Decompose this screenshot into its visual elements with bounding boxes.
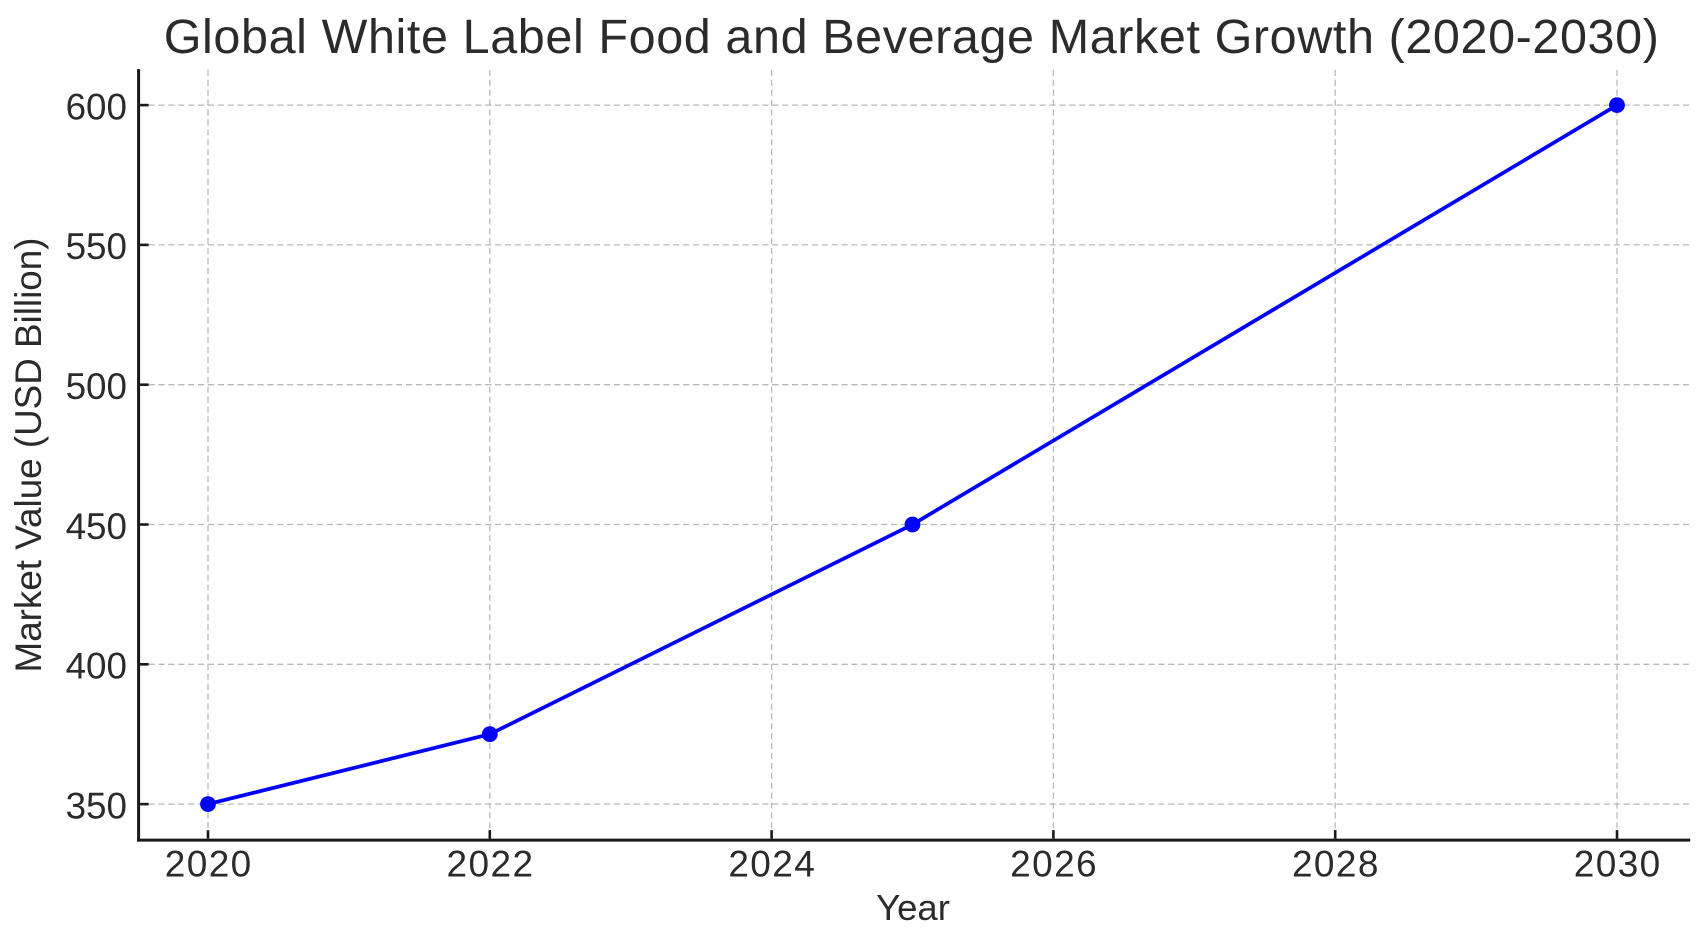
svg-text:Global White Label Food and Be: Global White Label Food and Beverage Mar…: [164, 10, 1660, 64]
svg-text:500: 500: [66, 366, 127, 407]
svg-text:2022: 2022: [447, 843, 535, 884]
svg-text:350: 350: [66, 785, 127, 826]
svg-text:550: 550: [66, 226, 127, 267]
svg-text:Market Value (USD Billion): Market Value (USD Billion): [8, 238, 49, 673]
svg-text:2024: 2024: [728, 843, 816, 884]
svg-text:600: 600: [66, 86, 127, 127]
svg-text:2026: 2026: [1010, 843, 1098, 884]
svg-text:Year: Year: [876, 887, 950, 928]
svg-text:2020: 2020: [165, 843, 253, 884]
svg-text:2028: 2028: [1292, 843, 1380, 884]
svg-text:450: 450: [66, 506, 127, 547]
svg-text:2030: 2030: [1574, 843, 1662, 884]
svg-text:400: 400: [66, 646, 127, 687]
